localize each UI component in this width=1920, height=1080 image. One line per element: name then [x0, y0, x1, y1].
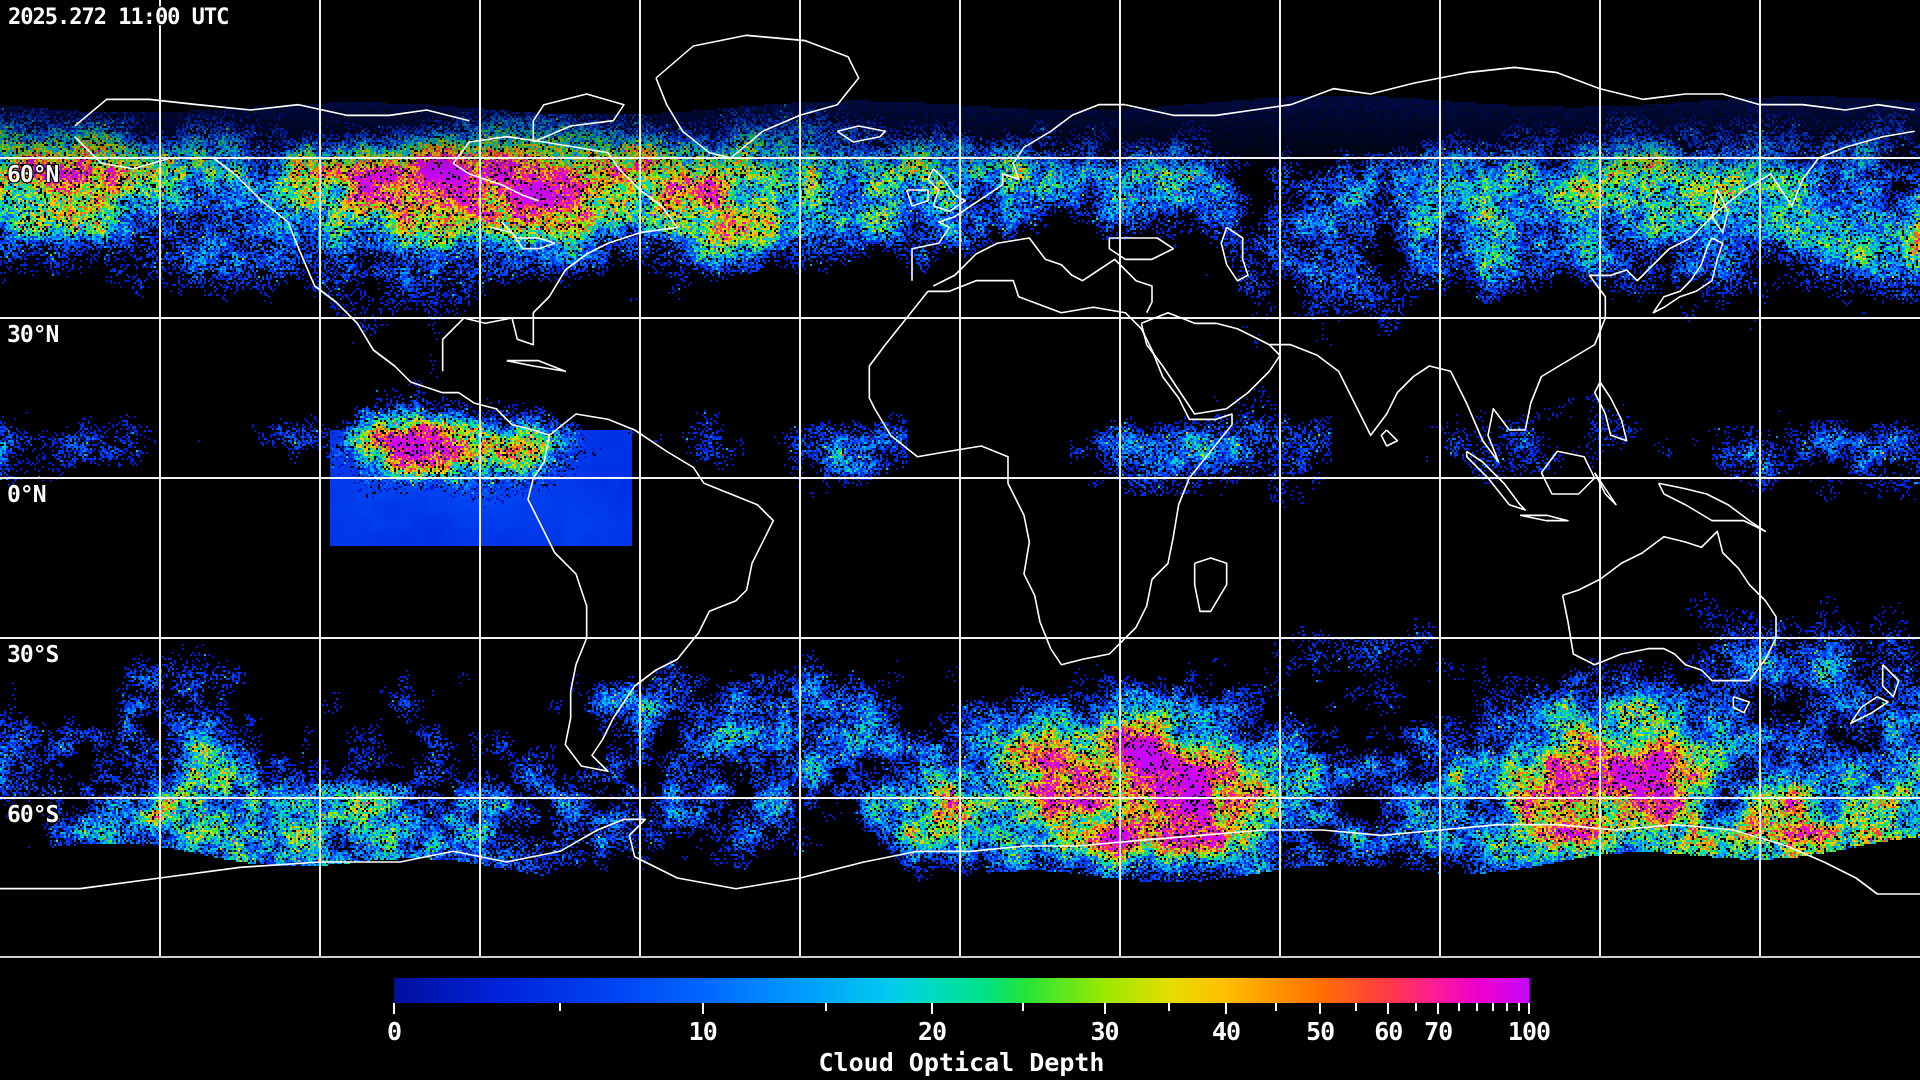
- colorbar-major-tick: [1387, 1003, 1390, 1014]
- colorbar-minor-tick: [1274, 1003, 1277, 1011]
- colorbar-minor-tick: [1506, 1003, 1509, 1011]
- colorbar-minor-tick: [1355, 1003, 1358, 1011]
- colorbar-minor-tick: [1168, 1003, 1171, 1011]
- timestamp-label: 2025.272 11:00 UTC: [8, 5, 229, 30]
- colorbar-minor-tick: [1475, 1003, 1478, 1011]
- colorbar-tick-label: 20: [917, 1017, 947, 1046]
- colorbar-tick-label: 70: [1424, 1017, 1453, 1046]
- colorbar-major-tick: [701, 1003, 704, 1014]
- colorbar-tick-label: 100: [1507, 1017, 1551, 1046]
- colorbar-minor-tick: [558, 1003, 561, 1011]
- colorbar-minor-tick: [1414, 1003, 1417, 1011]
- colorbar-minor-tick: [1021, 1003, 1024, 1011]
- colorbar-tick-label: 10: [688, 1017, 718, 1046]
- colorbar-gradient: [394, 978, 1529, 1003]
- latitude-label: 60°S: [7, 802, 59, 828]
- colorbar-minor-tick: [825, 1003, 828, 1011]
- colorbar-major-tick: [930, 1003, 933, 1014]
- colorbar-title: Cloud Optical Depth: [818, 1048, 1105, 1077]
- colorbar-tick-label: 40: [1211, 1017, 1241, 1046]
- world-cloud-map-canvas: [0, 0, 1920, 958]
- colorbar-major-tick: [1319, 1003, 1322, 1014]
- colorbar: 0 10 20 30 40 50 60 70 100: [387, 978, 1551, 1046]
- colorbar-minor-tick: [1517, 1003, 1520, 1011]
- colorbar-minor-tick: [1457, 1003, 1460, 1011]
- colorbar-major-tick: [393, 1003, 395, 1014]
- colorbar-tick-label: 60: [1374, 1017, 1403, 1046]
- latitude-label: 60°N: [7, 162, 59, 188]
- latitude-label: 0°N: [7, 482, 47, 508]
- latitude-label: 30°S: [7, 642, 59, 668]
- colorbar-major-tick: [1528, 1003, 1530, 1014]
- colorbar-major-tick: [1437, 1003, 1440, 1014]
- latitude-label: 30°N: [7, 322, 59, 348]
- colorbar-tick-label: 50: [1306, 1017, 1335, 1046]
- colorbar-tick-label: 30: [1090, 1017, 1119, 1046]
- colorbar-minor-tick: [1491, 1003, 1494, 1011]
- colorbar-major-tick: [1103, 1003, 1106, 1014]
- colorbar-major-tick: [1224, 1003, 1227, 1014]
- colorbar-tick-label: 0: [386, 1017, 402, 1046]
